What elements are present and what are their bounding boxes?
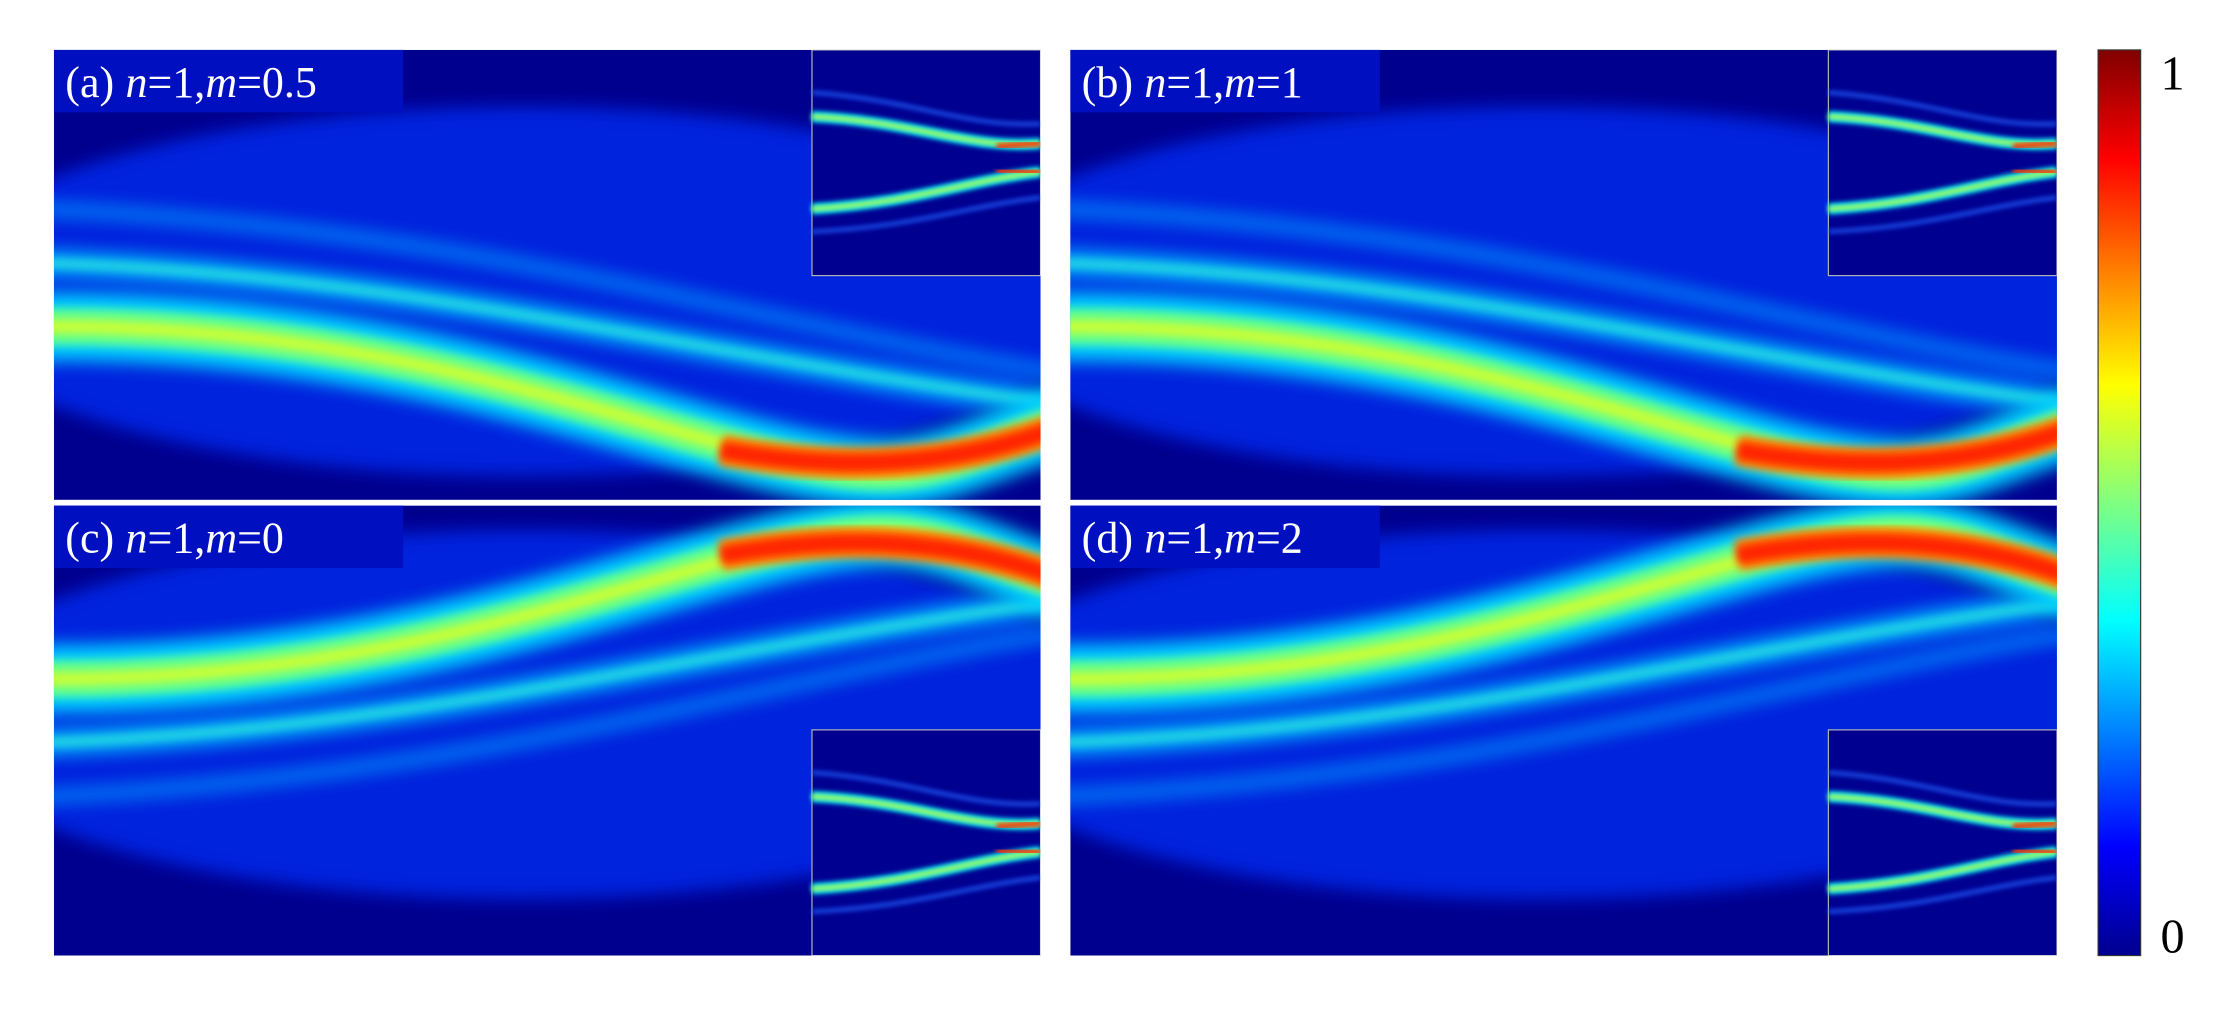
- label-part: =1,: [1166, 513, 1224, 562]
- band: [2012, 820, 2057, 830]
- band: [1828, 90, 2057, 127]
- label-part: (a): [65, 58, 114, 107]
- band: [1828, 875, 2057, 914]
- bands: [1070, 505, 2057, 899]
- band: [2012, 847, 2057, 855]
- panel-label: (c) n=1,m=0: [65, 513, 284, 562]
- band: [1070, 628, 2057, 804]
- label-part: =1,: [147, 58, 205, 107]
- inset-bg: [811, 729, 1041, 956]
- label-part: m: [205, 58, 237, 107]
- label-part: n: [125, 58, 147, 107]
- band: [1828, 849, 2057, 891]
- band: [1828, 195, 2057, 234]
- label-part: n: [1144, 513, 1166, 562]
- colorbar: [2097, 49, 2142, 957]
- label-part: (b): [1082, 58, 1133, 107]
- band: [996, 820, 1041, 830]
- panel: (d) n=1,m=2: [1070, 505, 2057, 956]
- band: [811, 770, 1041, 807]
- band: [1070, 599, 2057, 747]
- band: [811, 169, 1041, 212]
- band: [1070, 202, 2057, 378]
- label-part: (c): [65, 513, 114, 562]
- band: [53, 202, 1041, 378]
- bands: [1070, 106, 2057, 500]
- label-part: =0: [237, 513, 284, 562]
- label-box: [1070, 49, 1380, 113]
- label-part: =1: [1256, 58, 1303, 107]
- label-part: m: [1224, 513, 1256, 562]
- colorbar-tick-label: 0: [2161, 911, 2185, 964]
- label-part: n: [125, 513, 147, 562]
- band: [1070, 259, 2057, 407]
- bands: [53, 505, 1041, 899]
- band: [53, 599, 1041, 747]
- field: [1070, 505, 2057, 956]
- label-part: =1,: [147, 513, 205, 562]
- band: [1736, 534, 2057, 581]
- glow: [1070, 106, 2057, 476]
- glow: [53, 529, 1041, 899]
- panel-label: (d) n=1,m=2: [1082, 513, 1303, 562]
- bands: [53, 106, 1041, 500]
- panel: (b) n=1,m=1: [1070, 49, 2057, 500]
- field: [53, 505, 1041, 956]
- inset-bg: [1827, 49, 2057, 277]
- panel-label: (a) n=1,m=0.5: [65, 58, 317, 107]
- label-box: [1070, 505, 1380, 569]
- inset: [811, 729, 1041, 956]
- inset-bg: [811, 49, 1041, 277]
- label-part: =2: [1256, 513, 1303, 562]
- label-part: (d): [1082, 513, 1133, 562]
- band: [996, 140, 1041, 150]
- band: [996, 167, 1041, 175]
- band: [53, 259, 1041, 407]
- panels: (a) n=1,m=0.5 (b) n=1,m=1(c) n=1,m=0 (d) n=1,m…: [53, 49, 2057, 956]
- panel: (a) n=1,m=0.5: [53, 49, 1041, 500]
- inset-bg: [1827, 729, 2057, 956]
- band: [811, 90, 1041, 127]
- band: [2012, 167, 2057, 175]
- band: [996, 847, 1041, 855]
- band: [1736, 424, 2057, 472]
- band: [1828, 169, 2057, 212]
- label-box: [53, 505, 404, 569]
- band: [719, 534, 1041, 581]
- band: [811, 849, 1041, 891]
- field: [1070, 49, 2057, 500]
- label-part: n: [1144, 58, 1166, 107]
- band: [811, 875, 1041, 914]
- band: [1828, 770, 2057, 807]
- band: [719, 424, 1041, 472]
- label-box: [53, 49, 404, 113]
- field: [53, 49, 1041, 500]
- panel: (c) n=1,m=0: [53, 505, 1041, 956]
- band: [811, 195, 1041, 234]
- panel-label: (b) n=1,m=1: [1082, 58, 1303, 107]
- band: [53, 628, 1041, 804]
- inset: [811, 49, 1041, 277]
- inset: [1827, 49, 2057, 277]
- glow: [53, 106, 1041, 476]
- band: [2012, 140, 2057, 150]
- label-part: m: [1224, 58, 1256, 107]
- label-part: =0.5: [237, 58, 317, 107]
- label-part: m: [205, 513, 237, 562]
- label-part: =1,: [1166, 58, 1224, 107]
- glow: [1070, 529, 2057, 899]
- colorbar-tick-label: 1: [2161, 48, 2185, 101]
- inset: [1827, 729, 2057, 956]
